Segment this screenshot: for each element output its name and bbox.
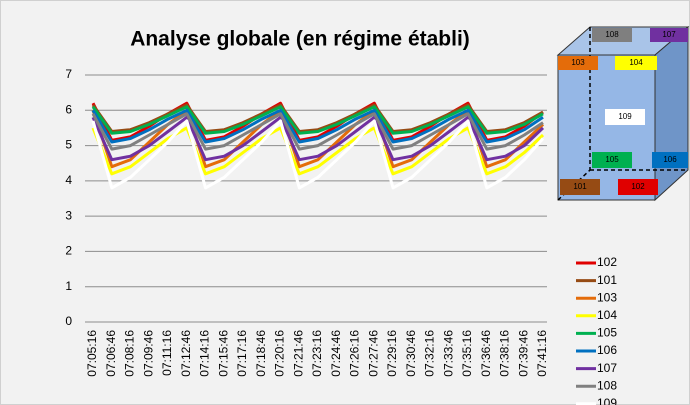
x-tick-label: 07:21:46 xyxy=(291,330,305,377)
x-tick-label: 07:12:46 xyxy=(179,330,193,377)
cube-front xyxy=(558,55,655,200)
inset-label: 101 xyxy=(573,182,587,191)
y-tick-label: 7 xyxy=(65,67,72,81)
x-tick-label: 07:18:46 xyxy=(254,330,268,377)
x-tick-label: 07:23:16 xyxy=(310,330,324,377)
x-tick-label: 07:27:46 xyxy=(366,330,380,377)
x-tick-label: 07:11:16 xyxy=(160,330,174,376)
x-tick-label: 07:32:16 xyxy=(423,330,437,377)
legend-label: 102 xyxy=(597,255,617,269)
x-tick-label: 07:38:16 xyxy=(498,330,512,377)
x-tick-label: 07:26:16 xyxy=(348,330,362,377)
y-tick-label: 1 xyxy=(65,279,72,293)
y-tick-label: 3 xyxy=(65,208,72,222)
inset-label: 106 xyxy=(663,155,677,164)
y-tick-label: 0 xyxy=(65,314,72,328)
legend-label: 105 xyxy=(597,326,617,340)
x-tick-label: 07:29:16 xyxy=(385,330,399,377)
x-tick-label: 07:36:46 xyxy=(479,330,493,377)
legend-label: 103 xyxy=(597,290,617,304)
legend-label: 107 xyxy=(597,361,617,375)
y-tick-label: 5 xyxy=(65,138,72,152)
x-tick-label: 07:15:46 xyxy=(216,330,230,377)
legend-label: 106 xyxy=(597,343,617,357)
legend-label: 104 xyxy=(597,308,617,322)
inset-label: 107 xyxy=(662,30,676,39)
inset-label: 109 xyxy=(618,112,632,121)
inset-label: 105 xyxy=(605,155,619,164)
chart-title: Analyse globale (en régime établi) xyxy=(130,28,470,51)
legend-label: 109 xyxy=(597,396,617,405)
legend-label: 101 xyxy=(597,273,617,287)
x-tick-label: 07:41:16 xyxy=(535,330,549,377)
inset-label: 108 xyxy=(605,30,619,39)
x-tick-label: 07:39:46 xyxy=(516,330,530,377)
chart: Analyse globale (en régime établi) 10810… xyxy=(0,0,690,405)
inset-label: 102 xyxy=(631,182,645,191)
x-tick-label: 07:24:46 xyxy=(329,330,343,377)
y-tick-label: 2 xyxy=(65,244,72,258)
x-tick-label: 07:33:46 xyxy=(441,330,455,377)
legend-label: 108 xyxy=(597,378,617,392)
y-tick-label: 4 xyxy=(65,173,72,187)
x-tick-label: 07:20:16 xyxy=(273,330,287,377)
x-tick-label: 07:30:46 xyxy=(404,330,418,377)
x-tick-label: 07:17:16 xyxy=(235,330,249,377)
x-tick-label: 07:06:46 xyxy=(104,330,118,377)
x-tick-label: 07:05:16 xyxy=(85,330,99,377)
inset-label: 103 xyxy=(571,58,585,67)
inset-label: 104 xyxy=(629,58,643,67)
x-tick-label: 07:09:46 xyxy=(141,330,155,377)
cube-side xyxy=(655,27,688,200)
x-tick-label: 07:08:16 xyxy=(123,330,137,377)
x-tick-label: 07:14:16 xyxy=(198,330,212,377)
y-tick-label: 6 xyxy=(65,102,72,116)
x-tick-label: 07:35:16 xyxy=(460,330,474,377)
